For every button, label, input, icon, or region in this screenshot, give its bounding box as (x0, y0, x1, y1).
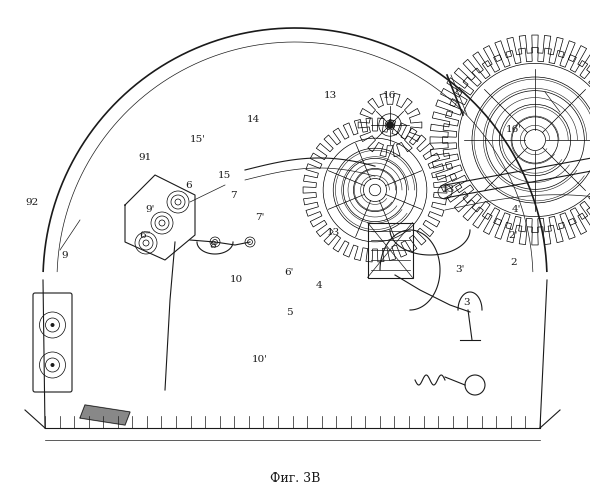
Circle shape (51, 363, 54, 367)
Text: 9': 9' (146, 206, 155, 214)
Polygon shape (80, 405, 130, 425)
Text: 10: 10 (230, 276, 242, 284)
Text: 5: 5 (286, 308, 293, 317)
Text: 8: 8 (209, 240, 216, 250)
Text: 15': 15' (189, 136, 206, 144)
Text: 13: 13 (324, 90, 337, 100)
Text: 3: 3 (463, 298, 470, 307)
Text: 7': 7' (255, 213, 264, 222)
Text: 13: 13 (327, 228, 340, 237)
Text: 2: 2 (510, 258, 517, 267)
Text: 7: 7 (230, 190, 237, 200)
Text: 2': 2' (509, 230, 518, 239)
Text: 3': 3' (455, 266, 465, 274)
Text: 92: 92 (26, 198, 39, 207)
Text: 6': 6' (284, 268, 294, 277)
Text: 4': 4' (512, 206, 521, 214)
Text: 14: 14 (247, 116, 260, 124)
Text: 6: 6 (185, 180, 192, 190)
Text: 9: 9 (61, 250, 68, 260)
Bar (368, 222, 412, 278)
Text: 13: 13 (442, 186, 455, 194)
Circle shape (386, 121, 394, 129)
Text: 16: 16 (383, 90, 396, 100)
Text: 4: 4 (315, 280, 322, 289)
Circle shape (51, 323, 54, 327)
Text: 15: 15 (218, 170, 231, 179)
Text: 6": 6" (139, 230, 150, 239)
Text: 10': 10' (251, 356, 268, 364)
Text: 91: 91 (138, 153, 151, 162)
Text: 16': 16' (505, 126, 522, 134)
Text: Фиг. 3В: Фиг. 3В (270, 472, 320, 484)
